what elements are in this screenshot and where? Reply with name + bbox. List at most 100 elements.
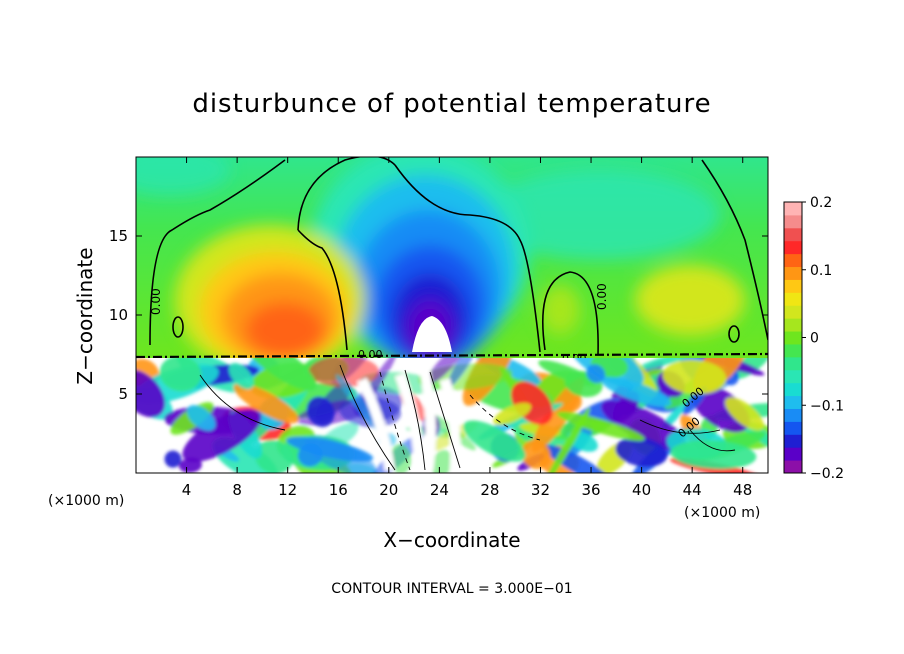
turbulence-blob — [586, 364, 606, 383]
x-tick-label: 36 — [581, 481, 600, 499]
turbulence-blob — [389, 443, 412, 473]
turbulence-blob — [521, 439, 551, 470]
turbulence-blob — [670, 440, 757, 470]
contour-line — [199, 374, 286, 431]
colorbar-swatch — [784, 240, 802, 255]
turbulence-blob — [297, 443, 323, 467]
x-axis-title: X−coordinate — [383, 528, 520, 552]
colorbar-swatch — [784, 343, 802, 358]
contour-line — [379, 371, 411, 471]
turbulence-blob — [182, 409, 262, 462]
turbulence-blob — [306, 396, 335, 428]
contour-center-left — [297, 157, 396, 231]
turbulence-blob — [725, 397, 764, 431]
x-tick-label: 4 — [182, 481, 192, 499]
x-unit-left: (×1000 m) — [48, 493, 124, 509]
contour-center-right — [394, 164, 541, 353]
lower-contours — [199, 364, 736, 471]
lower-field: 0.00 0.00 — [136, 358, 768, 473]
contour-line — [339, 364, 396, 471]
colorbar-swatch — [784, 292, 802, 306]
colorbar-swatch — [784, 253, 802, 268]
turbulence-blob — [601, 400, 687, 451]
turbulence-blob — [233, 383, 299, 424]
colorbar-swatch — [784, 447, 802, 461]
colorbar-tick-label: −0.2 — [810, 466, 844, 482]
colorbar-swatch — [784, 369, 802, 384]
contour-right-lobe — [542, 271, 599, 356]
contour-line — [639, 419, 721, 434]
colorbar-swatch — [784, 421, 802, 435]
cool-halo-left — [136, 157, 230, 195]
x-tick-label: 32 — [531, 481, 550, 499]
x-unit-right: (×1000 m) — [684, 505, 760, 521]
colorbar-swatch — [784, 460, 802, 474]
colorbar-swatch — [784, 408, 802, 422]
contour-line — [469, 394, 541, 441]
colorbar-swatch — [784, 202, 802, 216]
contour-line — [404, 369, 426, 471]
contour-small-left — [172, 316, 184, 338]
colorbar-swatch — [784, 266, 802, 280]
y-axis: 5 10 15 — [109, 227, 768, 403]
turbulent-swirls — [136, 358, 768, 473]
turbulence-blob — [601, 377, 672, 407]
turbulence-blob — [164, 450, 182, 468]
turbulence-blob — [691, 384, 750, 433]
turbulence-blob — [159, 358, 202, 392]
plume-streak — [420, 371, 436, 471]
contour-line — [429, 371, 461, 469]
turbulence-blob — [308, 358, 379, 388]
colorbar-tick-label: 0.2 — [810, 195, 832, 211]
colorbar: 0.2 0.1 0 −0.1 −0.2 — [783, 195, 844, 482]
zero-contours — [149, 157, 768, 356]
warm-patch-right — [635, 265, 745, 335]
x-tick-label: 20 — [379, 481, 398, 499]
colorbar-swatch — [784, 318, 802, 332]
x-tick-label: 8 — [232, 481, 242, 499]
colorbar-tick-label: 0.1 — [810, 263, 832, 279]
turbulence-blob — [186, 405, 216, 431]
turbulence-blob — [238, 358, 317, 391]
contour-label: 0.00 — [149, 288, 163, 315]
x-axis: 4 8 12 16 20 24 28 32 36 40 44 48 — [182, 157, 752, 499]
contour-line — [689, 429, 736, 452]
turbulence-blob — [493, 402, 532, 426]
chart-title: disturbunce of potential temperature — [192, 89, 711, 119]
colorbar-tick-label: 0 — [810, 331, 819, 347]
turbulence-blob — [431, 449, 453, 473]
boundary-contour — [135, 352, 769, 359]
colorbar-swatch — [784, 214, 802, 229]
colorbar-swatch — [784, 382, 802, 397]
warm-anomaly-ring3 — [245, 302, 325, 358]
turbulence-blob — [615, 437, 668, 467]
turbulence-blob — [136, 369, 166, 418]
x-tick-label: 48 — [733, 481, 752, 499]
contour-small-right — [728, 325, 740, 343]
y-tick-label: 5 — [118, 385, 128, 403]
colorbar-swatch — [784, 395, 802, 409]
colorbar-swatch — [784, 331, 802, 345]
turbulence-blob — [425, 358, 469, 385]
turbulence-blob — [545, 407, 591, 473]
x-tick-label: 40 — [632, 481, 651, 499]
x-tick-label: 16 — [329, 481, 348, 499]
x-tick-label: 28 — [480, 481, 499, 499]
turbulence-blob — [447, 358, 481, 387]
colorbar-swatch — [784, 434, 802, 448]
colorbar-swatch — [784, 227, 802, 242]
y-axis-title: Z−coordinate — [73, 247, 97, 384]
contour-left — [149, 159, 286, 346]
plume-streak — [440, 378, 461, 471]
cold-anomaly-saturated — [412, 316, 452, 352]
turbulence-blob — [228, 362, 254, 390]
cool-halo-right — [480, 170, 720, 260]
x-tick-label: 24 — [430, 481, 449, 499]
warm-patch-mid — [540, 285, 580, 335]
x-tick-label: 44 — [683, 481, 702, 499]
contour-interval-note: CONTOUR INTERVAL = 3.000E−01 — [331, 581, 572, 597]
y-tick-label: 15 — [109, 227, 128, 245]
contour-label: 0.00 — [358, 348, 383, 361]
